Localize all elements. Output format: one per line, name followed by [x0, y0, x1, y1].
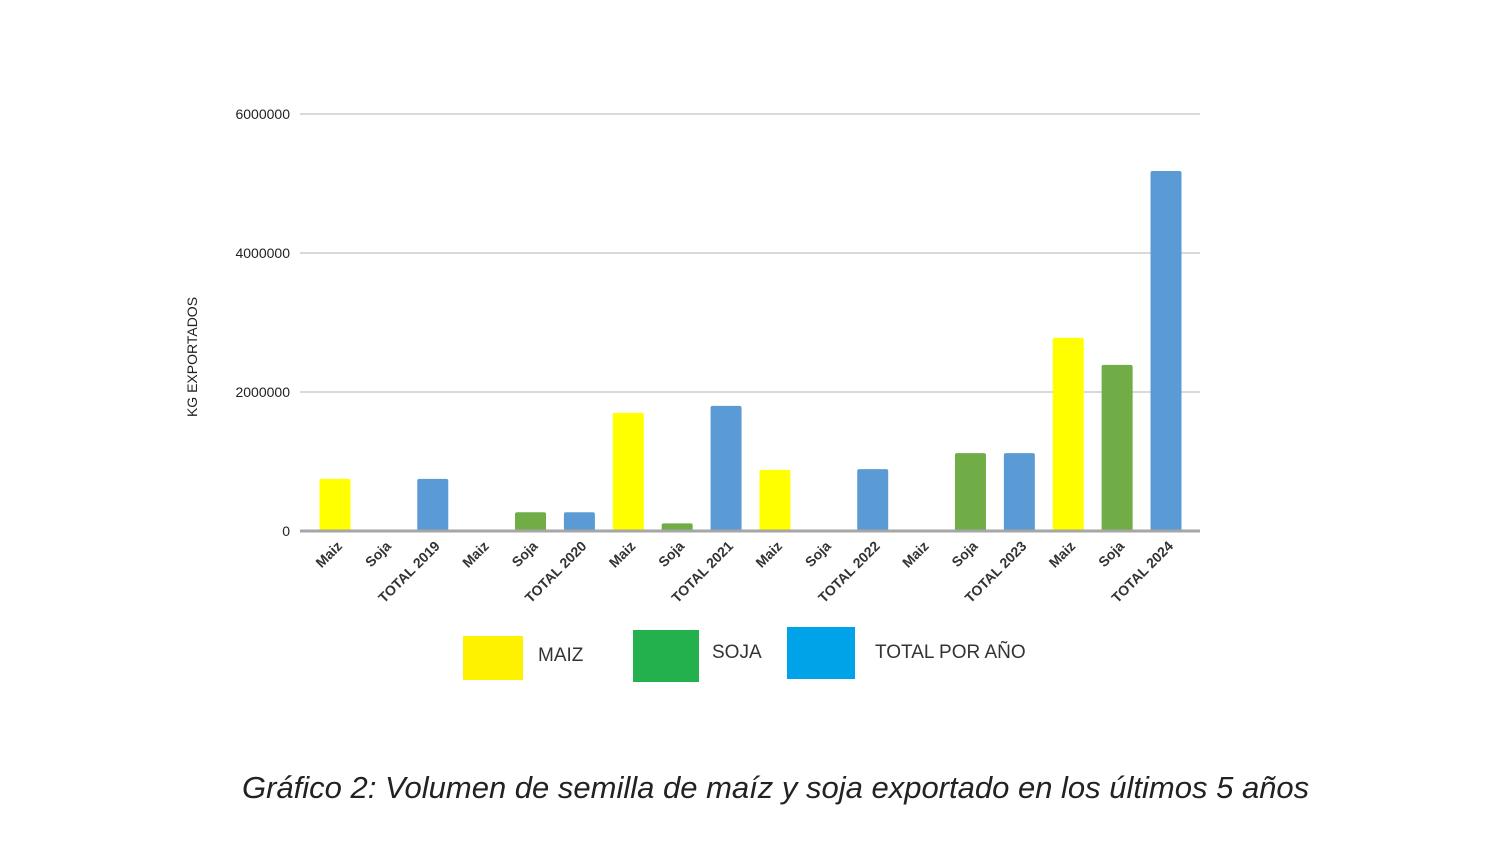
- x-tick-label: Maiz: [752, 538, 785, 571]
- legend-swatch-maiz: [463, 636, 523, 680]
- x-tick-label: Soja: [1095, 538, 1127, 570]
- legend-swatch-soja: [633, 630, 699, 682]
- bar-soja: [954, 453, 986, 531]
- bar-total: [1003, 453, 1035, 531]
- x-tick-label: Maiz: [312, 538, 345, 571]
- bar-maiz: [759, 469, 791, 531]
- bar-soja: [1101, 364, 1133, 531]
- bar-total: [417, 478, 449, 531]
- x-tick-label: Soja: [508, 538, 540, 570]
- bars: [319, 170, 1182, 532]
- bar-total: [1150, 170, 1182, 532]
- bar-total: [563, 512, 595, 531]
- bar-maiz: [612, 412, 644, 531]
- x-tick-label: Maiz: [899, 538, 932, 571]
- bar-maiz: [319, 478, 351, 531]
- y-axis-label: KG EXPORTADOS: [184, 297, 200, 417]
- x-tick-label: Maiz: [459, 538, 492, 571]
- y-tick-label: 4000000: [235, 245, 290, 261]
- bar-soja: [661, 523, 693, 531]
- legend-label-total: TOTAL POR AÑO: [875, 641, 1026, 663]
- y-tick-label: 0: [282, 523, 290, 539]
- legend-label-maiz: MAIZ: [538, 645, 584, 666]
- x-tick-label: Soja: [655, 538, 687, 570]
- x-tick-label: Maiz: [606, 538, 639, 571]
- legend-label-soja: SOJA: [712, 642, 762, 663]
- legend: MAIZ SOJA TOTAL POR AÑO: [463, 627, 1026, 682]
- bar-maiz: [1052, 337, 1084, 531]
- y-tick-labels: 0 2000000 4000000 6000000: [235, 106, 290, 539]
- legend-swatch-total: [787, 627, 855, 679]
- gridlines: [300, 113, 1200, 393]
- bar-total: [857, 469, 889, 531]
- x-tick-label: Soja: [948, 538, 980, 570]
- bar-soja: [515, 512, 547, 531]
- bar-total: [710, 405, 742, 531]
- y-tick-label: 2000000: [235, 384, 290, 400]
- y-tick-label: 6000000: [235, 106, 290, 122]
- x-tick-label: Soja: [802, 538, 834, 570]
- x-tick-label: Soja: [362, 538, 394, 570]
- figure-caption: Gráfico 2: Volumen de semilla de maíz y …: [242, 770, 1310, 805]
- x-tick-label: Maiz: [1046, 538, 1079, 571]
